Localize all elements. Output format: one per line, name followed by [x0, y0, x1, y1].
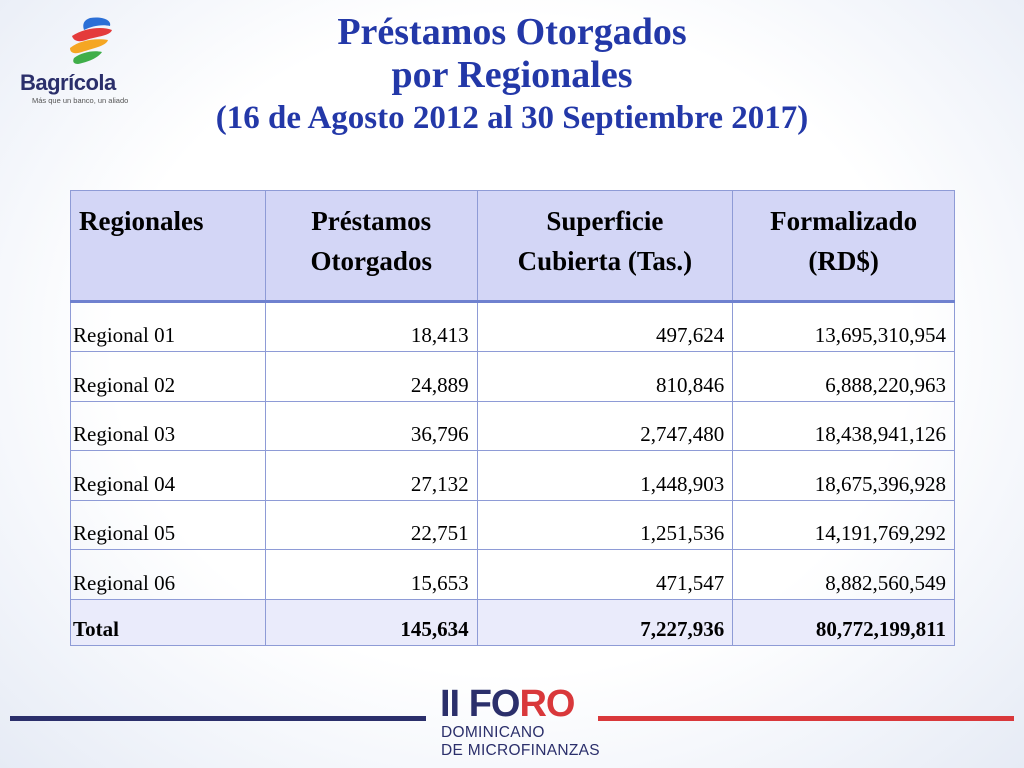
- header-formalizado: Formalizado (RD$): [732, 190, 955, 303]
- header-superficie: Superficie Cubierta (Tas.): [476, 190, 734, 303]
- slide-title: Préstamos Otorgados por Regionales (16 d…: [0, 10, 1024, 140]
- cell-formalizado: 6,888,220,963: [732, 351, 955, 402]
- foro-line-3: DE MICROFINANZAS: [441, 742, 600, 759]
- cell-prestamos: 15,653: [264, 549, 478, 600]
- cell-prestamos: 36,796: [264, 400, 478, 451]
- title-line-1: Préstamos Otorgados: [337, 11, 687, 53]
- foro-line-2: DOMINICANO: [441, 724, 545, 741]
- logo-tagline: Más que un banco, un aliado: [32, 96, 129, 105]
- logo-wordmark: Bagrícola: [20, 70, 116, 95]
- cell-superficie: 810,846: [476, 351, 734, 402]
- cell-region: Regional 01: [70, 301, 266, 352]
- cell-superficie: 497,624: [476, 301, 734, 352]
- cell-region: Regional 04: [70, 450, 266, 501]
- cell-total-superficie: 7,227,936: [476, 598, 734, 646]
- cell-total-prestamos: 145,634: [264, 598, 478, 646]
- table-total-row: Total 145,634 7,227,936 80,772,199,811: [70, 598, 955, 646]
- loans-table: Regionales Préstamos Otorgados Superficie…: [70, 190, 955, 646]
- cell-total-formalizado: 80,772,199,811: [732, 598, 955, 646]
- bagricola-logo: Bagrícola Más que un banco, un aliado: [14, 14, 128, 109]
- table-row: Regional 04 27,132 1,448,903 18,675,396,…: [70, 450, 955, 501]
- cell-region: Regional 05: [70, 499, 266, 550]
- cell-superficie: 471,547: [476, 549, 734, 600]
- foro-wordmark: II FORO: [440, 683, 575, 725]
- cell-formalizado: 18,438,941,126: [732, 400, 955, 451]
- cell-prestamos: 27,132: [264, 450, 478, 501]
- title-line-2: por Regionales: [391, 54, 633, 96]
- header-prestamos: Préstamos Otorgados: [264, 190, 478, 303]
- cell-superficie: 1,448,903: [476, 450, 734, 501]
- header-regionales: Regionales: [70, 190, 266, 303]
- cell-region: Regional 06: [70, 549, 266, 600]
- cell-region: Regional 03: [70, 400, 266, 451]
- table-row: Regional 01 18,413 497,624 13,695,310,95…: [70, 301, 955, 352]
- footer-line-right: [598, 716, 1014, 721]
- table-header-row: Regionales Préstamos Otorgados Superficie…: [70, 190, 955, 303]
- footer-line-left: [10, 716, 426, 721]
- title-line-3: (16 de Agosto 2012 al 30 Septiembre 2017…: [215, 100, 809, 136]
- table-row: Regional 05 22,751 1,251,536 14,191,769,…: [70, 499, 955, 550]
- cell-formalizado: 18,675,396,928: [732, 450, 955, 501]
- cell-region: Regional 02: [70, 351, 266, 402]
- cell-prestamos: 22,751: [264, 499, 478, 550]
- cell-superficie: 1,251,536: [476, 499, 734, 550]
- cell-prestamos: 18,413: [264, 301, 478, 352]
- cell-prestamos: 24,889: [264, 351, 478, 402]
- cell-total-label: Total: [70, 598, 266, 646]
- cell-formalizado: 13,695,310,954: [732, 301, 955, 352]
- cell-formalizado: 14,191,769,292: [732, 499, 955, 550]
- foro-logo: II FORO DOMINICANO DE MICROFINANZAS: [440, 683, 600, 764]
- table-row: Regional 02 24,889 810,846 6,888,220,963: [70, 351, 955, 402]
- table-row: Regional 06 15,653 471,547 8,882,560,549: [70, 549, 955, 600]
- cell-superficie: 2,747,480: [476, 400, 734, 451]
- bagricola-swirl-icon: [70, 17, 112, 64]
- cell-formalizado: 8,882,560,549: [732, 549, 955, 600]
- table-row: Regional 03 36,796 2,747,480 18,438,941,…: [70, 400, 955, 451]
